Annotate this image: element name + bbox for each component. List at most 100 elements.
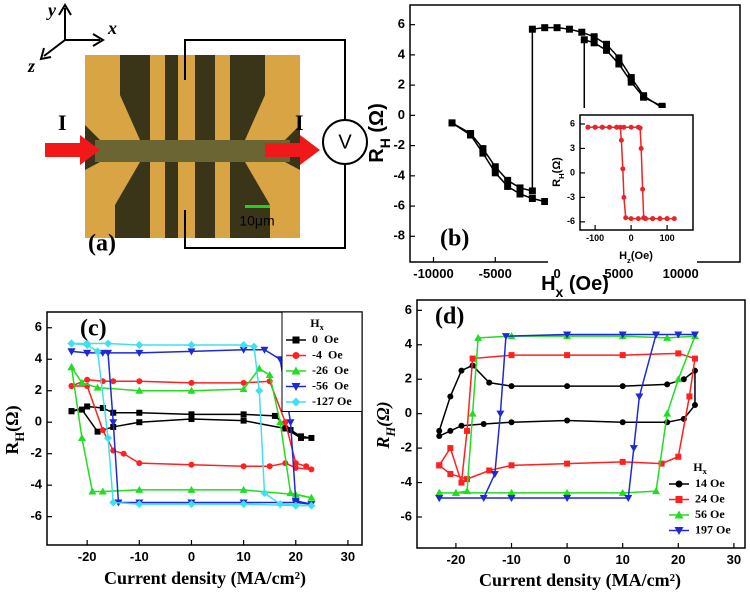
x-axis-title-part: z (627, 256, 631, 265)
x-tick-label: 10 (615, 552, 629, 567)
marker (239, 341, 248, 350)
plot-area (67, 339, 316, 510)
marker (435, 488, 444, 496)
x-tick-label: 0 (629, 233, 634, 243)
series-line (71, 349, 312, 505)
marker (94, 428, 101, 435)
y-tick-label: -6 (400, 508, 412, 523)
y-tick-label: 2 (405, 371, 412, 386)
marker (458, 479, 465, 486)
marker (564, 460, 571, 467)
y-tick-label: -2 (393, 137, 405, 152)
marker (188, 416, 195, 423)
marker (628, 216, 634, 222)
x-tick-label: 20 (671, 552, 685, 567)
marker (623, 215, 629, 221)
marker (436, 462, 443, 469)
marker (135, 349, 144, 357)
y-tick-label: 0 (570, 167, 575, 177)
plot-frame (46, 311, 363, 546)
y-axis-title-part: H (557, 173, 566, 179)
legend-label: 24 Oe (695, 491, 725, 505)
marker (541, 198, 549, 206)
y-tick-label: 6 (570, 118, 575, 128)
x-tick-label: 0 (553, 266, 560, 281)
legend-title-part: x (703, 467, 708, 476)
marker (286, 489, 295, 497)
y-tick-label: 6 (405, 302, 412, 317)
legend-label: -4 Oe (312, 347, 343, 361)
marker (674, 510, 684, 519)
marker (250, 342, 259, 351)
marker (436, 427, 443, 434)
marker (239, 385, 248, 393)
panel-label: (d) (435, 304, 464, 330)
marker (585, 124, 591, 130)
marker (292, 352, 300, 359)
marker (84, 403, 91, 410)
marker (663, 333, 672, 341)
y-tick-label: 0 (405, 405, 412, 420)
marker (464, 476, 471, 483)
y-tick-label: -6 (30, 508, 42, 523)
marker (635, 216, 641, 222)
marker (135, 341, 144, 350)
marker (260, 346, 269, 354)
y-tick-label: -8 (393, 228, 405, 243)
x-axis-title-part: H (619, 250, 627, 262)
y-tick-label: 3 (570, 143, 575, 153)
legend-label: -127 Oe (312, 394, 352, 408)
x-tick-label: -20 (78, 549, 97, 564)
y-tick-label: -4 (30, 477, 42, 492)
marker (680, 376, 687, 383)
y-axis-title-part: H (13, 432, 27, 442)
marker (435, 495, 444, 503)
marker (528, 195, 536, 203)
marker (637, 125, 643, 131)
marker (675, 496, 683, 503)
marker (135, 386, 144, 394)
y-tick-label: -6 (393, 198, 405, 213)
marker (516, 190, 524, 198)
marker (674, 375, 683, 383)
marker (486, 379, 493, 386)
marker (618, 137, 624, 143)
marker (507, 495, 516, 503)
marker (307, 501, 316, 510)
y-tick-label: -4 (400, 474, 412, 489)
marker (291, 501, 300, 510)
marker (109, 419, 118, 427)
marker (528, 25, 536, 33)
y-tick-label: 6 (398, 16, 405, 31)
inset-background (548, 108, 697, 268)
marker (260, 489, 269, 498)
marker (627, 74, 635, 82)
y-tick-label: 4 (398, 46, 406, 61)
marker (451, 488, 460, 496)
x-axis-title-part: (Oe) (563, 273, 609, 295)
x-tick-label: -10 (130, 549, 149, 564)
voltmeter-label: V (338, 131, 352, 153)
x-tick-label: -10000 (413, 266, 453, 281)
marker (265, 370, 274, 378)
x-tick-label: -20 (447, 552, 466, 567)
marker (658, 104, 666, 112)
series-line (71, 342, 312, 507)
marker (508, 383, 515, 390)
y-axis-title-part: R (551, 179, 563, 187)
x-axis-title: Hz(Oe) (619, 250, 653, 265)
marker (563, 331, 572, 339)
series-line (438, 364, 696, 437)
marker (240, 417, 247, 424)
marker (136, 378, 143, 385)
marker (619, 352, 626, 359)
marker (603, 40, 611, 48)
marker (563, 488, 572, 496)
marker (474, 333, 483, 341)
x-axis-title-part: x (556, 284, 564, 300)
marker (104, 349, 113, 357)
marker (78, 406, 85, 413)
legend-title-part: H (310, 316, 320, 330)
y-axis-title-part: (Ω) (2, 405, 23, 431)
